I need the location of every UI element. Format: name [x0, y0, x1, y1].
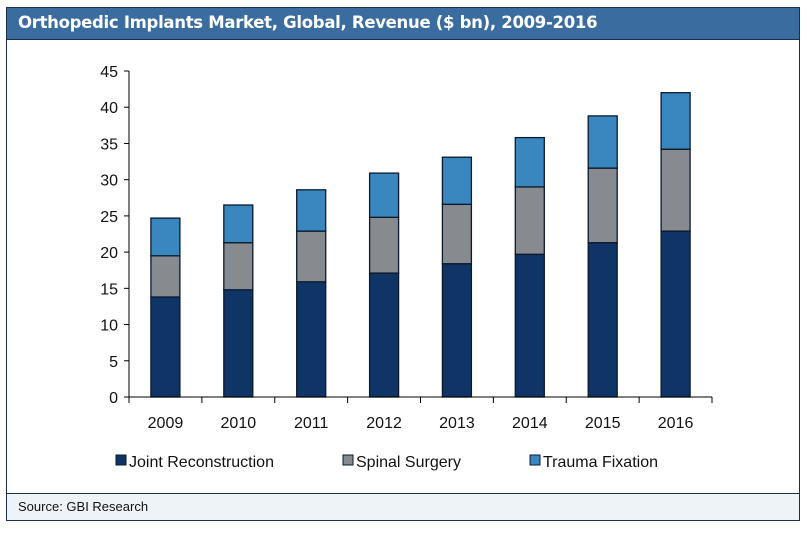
legend-label: Spinal Surgery [356, 454, 461, 471]
y-tick-label-5: 5 [109, 354, 118, 371]
x-tick-label-2013: 2013 [439, 415, 475, 432]
x-tick-label-2015: 2015 [585, 415, 621, 432]
legend-swatch [342, 454, 354, 466]
legend-item-spinal-surgery: Spinal Surgery [342, 454, 461, 471]
bar-trauma-fixation-2015 [587, 115, 618, 169]
y-tick-label-0: 0 [109, 390, 118, 407]
bar-spinal-surgery-2009 [150, 255, 181, 298]
bar-trauma-fixation-2012 [368, 172, 400, 218]
bars-group [150, 92, 691, 398]
y-tick-label-20: 20 [100, 245, 118, 262]
bar-spinal-surgery-2013 [441, 203, 473, 265]
y-tick-label-10: 10 [100, 318, 118, 335]
bar-spinal-surgery-2016 [660, 148, 691, 232]
legend-item-trauma-fixation: Trauma Fixation [529, 454, 658, 471]
legend-swatch [529, 454, 541, 466]
bar-spinal-surgery-2010 [223, 242, 254, 291]
chart-header: Orthopedic Implants Market, Global, Reve… [7, 8, 799, 40]
x-tick-label-2010: 2010 [221, 415, 257, 432]
axes-group: 0 5 10 15 20 25 30 35 40 45 2009 2010 2011 2012 2013 20… [100, 64, 713, 432]
bar-trauma-fixation-2009 [150, 217, 181, 257]
chart-footer: Source: GBI Research [7, 493, 799, 520]
x-tick-label-2009: 2009 [148, 415, 184, 432]
x-tick-label-2012: 2012 [366, 415, 402, 432]
bar-joint-reconstruction-2009 [150, 296, 181, 398]
bar-joint-reconstruction-2011 [296, 281, 327, 398]
source-note: Source: GBI Research [18, 499, 149, 514]
y-tick-label-45: 45 [100, 64, 118, 81]
bar-spinal-surgery-2014 [514, 186, 545, 255]
bar-trauma-fixation-2014 [514, 136, 545, 188]
bar-trauma-fixation-2016 [660, 92, 691, 150]
x-tick-label-2011: 2011 [294, 415, 329, 432]
y-tick-label-30: 30 [100, 173, 118, 190]
legend-swatch [115, 454, 127, 466]
bar-joint-reconstruction-2013 [441, 263, 473, 398]
bar-joint-reconstruction-2016 [660, 230, 691, 398]
bar-trauma-fixation-2013 [441, 156, 473, 205]
x-tick-label-2016: 2016 [658, 415, 694, 432]
y-tick-label-25: 25 [100, 209, 118, 226]
y-tick-label-15: 15 [100, 281, 118, 298]
bar-trauma-fixation-2011 [296, 189, 327, 232]
bar-joint-reconstruction-2012 [368, 272, 400, 398]
bar-spinal-surgery-2012 [368, 216, 400, 274]
bar-joint-reconstruction-2015 [587, 242, 618, 398]
y-tick-label-35: 35 [100, 136, 118, 153]
bar-trauma-fixation-2010 [223, 204, 254, 244]
legend-label: Joint Reconstruction [129, 454, 274, 471]
legend-label: Trauma Fixation [543, 454, 658, 471]
bar-joint-reconstruction-2010 [223, 289, 254, 398]
legend-item-joint-reconstruction: Joint Reconstruction [115, 454, 274, 471]
bar-joint-reconstruction-2014 [514, 253, 545, 398]
bar-spinal-surgery-2011 [296, 230, 327, 283]
y-tick-label-40: 40 [100, 100, 118, 117]
x-tick-label-2014: 2014 [512, 415, 548, 432]
bar-spinal-surgery-2015 [587, 167, 618, 244]
chart-title: Orthopedic Implants Market, Global, Reve… [18, 13, 598, 32]
legend: Joint Reconstruction Spinal Surgery Trauma… [115, 454, 658, 471]
